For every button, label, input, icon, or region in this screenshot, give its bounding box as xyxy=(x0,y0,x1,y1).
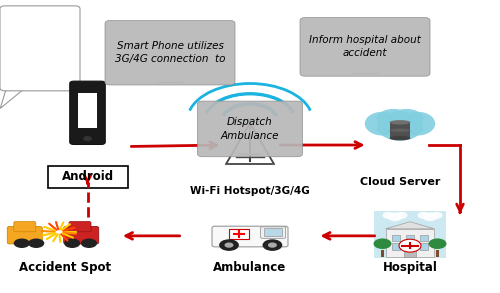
FancyBboxPatch shape xyxy=(105,21,235,85)
Bar xyxy=(229,229,248,239)
FancyBboxPatch shape xyxy=(14,222,36,232)
FancyBboxPatch shape xyxy=(0,6,80,91)
Circle shape xyxy=(246,118,254,122)
Bar xyxy=(374,211,446,258)
Polygon shape xyxy=(0,88,25,108)
Bar xyxy=(404,248,416,257)
Bar xyxy=(420,235,428,241)
FancyBboxPatch shape xyxy=(212,226,288,247)
FancyBboxPatch shape xyxy=(8,226,42,244)
Text: Accident Spot: Accident Spot xyxy=(19,261,111,274)
Bar xyxy=(406,235,414,241)
Text: Inform hospital about
accident: Inform hospital about accident xyxy=(309,35,421,59)
Bar xyxy=(420,243,428,250)
Polygon shape xyxy=(386,222,434,229)
Bar xyxy=(264,229,282,236)
Circle shape xyxy=(262,239,282,251)
Text: Cloud Server: Cloud Server xyxy=(360,177,440,187)
Bar xyxy=(390,122,410,138)
Circle shape xyxy=(83,136,92,141)
Bar xyxy=(392,235,400,241)
Circle shape xyxy=(430,212,442,219)
Circle shape xyxy=(81,239,97,248)
Circle shape xyxy=(418,212,430,219)
Circle shape xyxy=(374,239,392,249)
Bar xyxy=(48,166,128,188)
Circle shape xyxy=(388,212,402,221)
Text: Dispatch
Ambulance: Dispatch Ambulance xyxy=(221,117,279,141)
Text: Smart Phone utilizes
3G/4G connection  to: Smart Phone utilizes 3G/4G connection to xyxy=(115,41,225,64)
Ellipse shape xyxy=(390,120,410,125)
FancyBboxPatch shape xyxy=(260,227,285,239)
Bar xyxy=(436,250,439,257)
Circle shape xyxy=(422,212,438,221)
Circle shape xyxy=(382,212,394,219)
Ellipse shape xyxy=(390,129,410,132)
Ellipse shape xyxy=(377,109,410,129)
Circle shape xyxy=(399,239,421,252)
FancyBboxPatch shape xyxy=(70,81,105,144)
Bar xyxy=(381,250,384,257)
Circle shape xyxy=(224,243,234,248)
Bar xyxy=(386,229,434,257)
Circle shape xyxy=(219,239,239,251)
Circle shape xyxy=(396,212,407,219)
Circle shape xyxy=(14,239,30,248)
Bar xyxy=(392,243,400,250)
Ellipse shape xyxy=(365,112,400,135)
Ellipse shape xyxy=(390,109,423,129)
FancyBboxPatch shape xyxy=(198,101,302,157)
Bar xyxy=(78,93,98,128)
FancyBboxPatch shape xyxy=(69,222,91,232)
Text: Wi-Fi Hotspot/3G/4G: Wi-Fi Hotspot/3G/4G xyxy=(190,186,310,196)
Text: Ambulance: Ambulance xyxy=(214,261,286,274)
Circle shape xyxy=(64,239,80,248)
Bar xyxy=(377,125,423,132)
FancyBboxPatch shape xyxy=(300,18,430,76)
Polygon shape xyxy=(238,154,262,155)
Circle shape xyxy=(28,239,44,248)
Ellipse shape xyxy=(400,112,435,135)
Ellipse shape xyxy=(377,112,423,141)
Circle shape xyxy=(268,243,277,248)
Circle shape xyxy=(428,239,446,249)
FancyBboxPatch shape xyxy=(64,226,98,244)
Text: Android: Android xyxy=(62,170,114,183)
Ellipse shape xyxy=(390,136,410,140)
Text: Hospital: Hospital xyxy=(382,261,438,274)
